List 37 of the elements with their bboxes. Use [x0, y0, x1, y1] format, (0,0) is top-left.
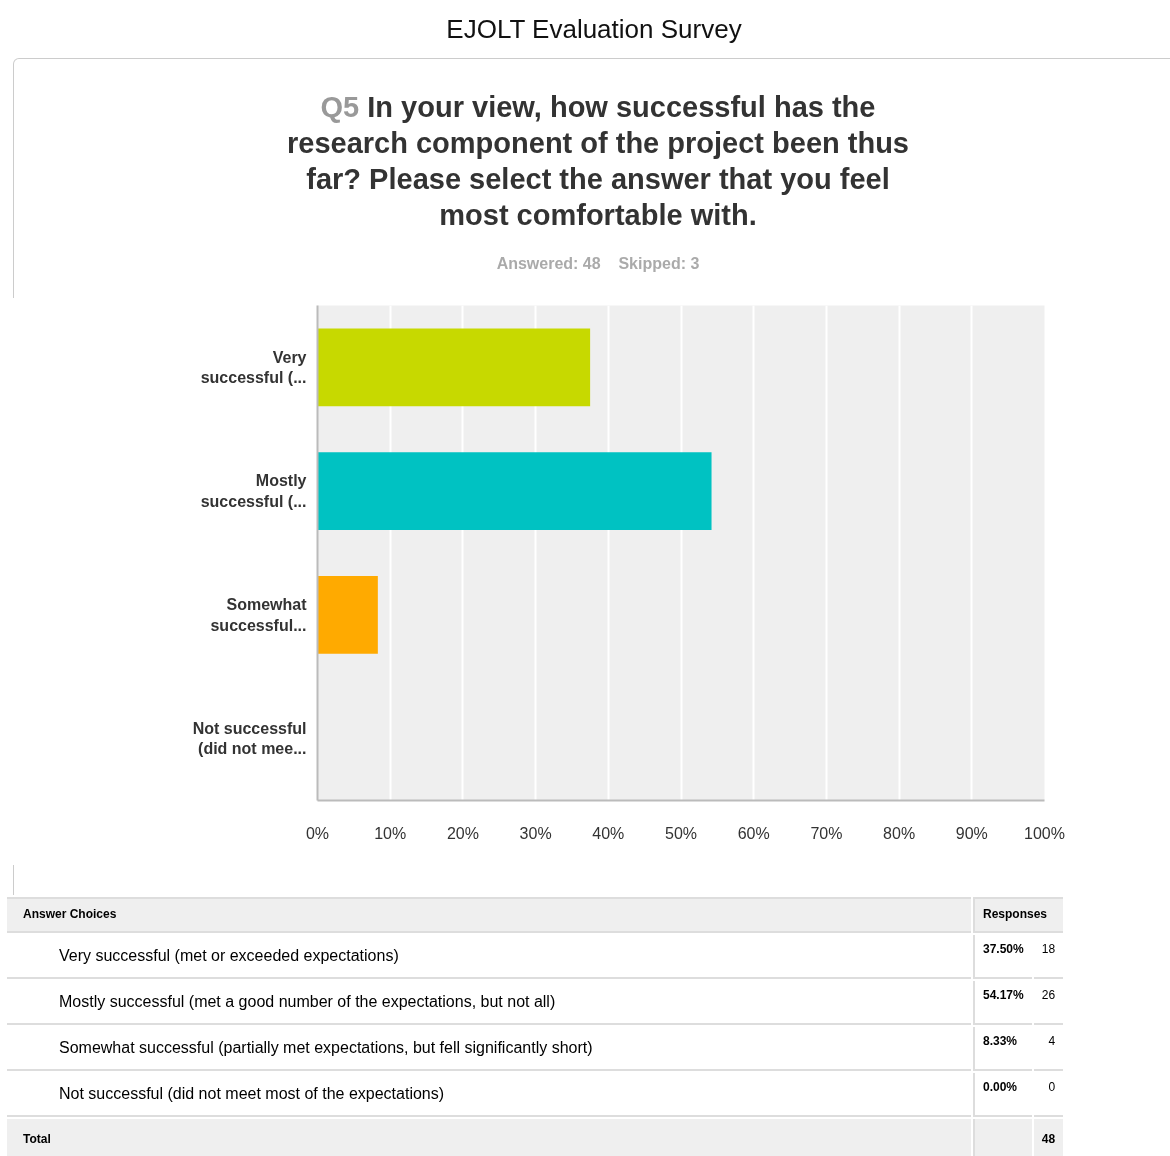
x-tick-label: 70% [810, 824, 843, 842]
x-tick-label: 0% [305, 824, 330, 842]
text: Mostly successful (met a good number of the expectations, but not all) [7, 981, 971, 1025]
chart-title: EJOLT Evaluation Survey [445, 13, 743, 46]
x-tick-label: 20% [446, 824, 479, 842]
text: Answered: 48 Skipped: 3 [496, 255, 700, 273]
x-tick-label: 90% [955, 824, 988, 842]
text: 48 [1033, 1119, 1064, 1156]
x-tick-label: 100% [1024, 824, 1065, 842]
text: Very successful (met or exceeded expectations) [7, 935, 971, 979]
x-tick-label: 40% [592, 824, 625, 842]
y-tick-label: Somewhat successful... [210, 596, 308, 634]
text: 18 [1033, 935, 1064, 979]
text: Responses [973, 897, 1064, 933]
y-tick-label: Not successful (did not mee... [192, 719, 307, 758]
x-tick-label: 10% [374, 824, 407, 842]
x-tick-label: 60% [737, 824, 770, 842]
x-tick-label: 30% [519, 824, 552, 842]
text: 54.17% [973, 981, 1032, 1025]
text: 8.33% [973, 1027, 1032, 1071]
bar [317, 575, 378, 654]
text: 0 [1033, 1073, 1064, 1117]
text: 0.00% [973, 1073, 1032, 1117]
bar [317, 328, 591, 407]
text: Not successful (did not meet most of the expectations) [7, 1073, 971, 1117]
chart-subtitle: Q5 In your view, how successful has the research component of the project been thus far? Please select the answer that you feel most comfortable with. [286, 90, 910, 234]
text: 37.50% [973, 935, 1032, 979]
y-tick-label: Mostly successful (... [200, 472, 307, 510]
x-tick-label: 50% [664, 824, 698, 842]
text: Answer Choices [7, 897, 971, 933]
text: Total [7, 1119, 971, 1156]
text: 26 [1033, 981, 1064, 1025]
y-tick-label: Very successful (... [200, 348, 307, 387]
x-tick-label: 80% [883, 824, 916, 842]
text: 4 [1033, 1027, 1064, 1071]
text: Somewhat successful (partially met expectations, but fell significantly short) [7, 1027, 971, 1071]
bar [317, 452, 712, 531]
